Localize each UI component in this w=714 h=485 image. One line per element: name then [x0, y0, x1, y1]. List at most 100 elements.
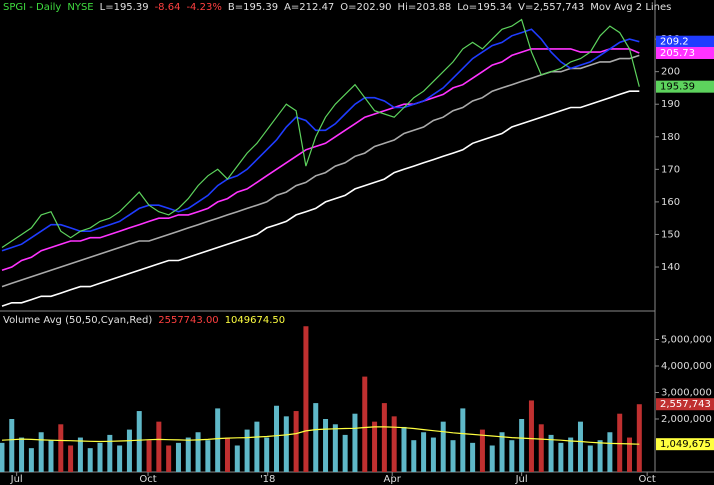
volume-bar	[293, 411, 299, 472]
series-line	[1, 90, 640, 307]
volume-bar	[342, 434, 348, 472]
last-value-label: 209.2	[660, 37, 689, 48]
volume-bar	[430, 437, 436, 472]
y-tick-label: 200	[661, 67, 680, 78]
y-tick-label: 180	[661, 132, 680, 143]
x-tick-label: '18	[260, 474, 275, 485]
volume-bar	[587, 445, 593, 472]
header-text: O=202.90	[340, 2, 391, 13]
volume-bar	[538, 424, 544, 472]
volume-bar	[156, 421, 162, 472]
header-text: Mov Avg 2 Lines	[590, 2, 671, 13]
volume-bar	[215, 408, 221, 472]
x-tick-label: Oct	[639, 474, 656, 485]
volume-bar	[577, 421, 583, 472]
volume-bar	[499, 432, 505, 472]
series-line	[1, 48, 640, 272]
volume-bar	[68, 445, 74, 472]
volume-bar	[87, 448, 93, 472]
header-text: B=195.39	[228, 2, 278, 13]
header-text: 1049674.50	[225, 315, 285, 326]
header-text: Lo=195.34	[457, 2, 512, 13]
volume-bar	[558, 442, 564, 472]
volume-bar	[470, 442, 476, 472]
volume-bar	[9, 419, 15, 472]
volume-bar	[77, 437, 83, 472]
y-tick-label: 140	[661, 262, 680, 273]
volume-bar	[175, 442, 181, 472]
x-tick-label: Jul	[10, 474, 23, 485]
volume-bar	[166, 445, 172, 472]
y-tick-label: 160	[661, 197, 680, 208]
header-text: A=212.47	[284, 2, 334, 13]
volume-bar	[519, 419, 525, 472]
x-tick-label: Apr	[384, 474, 402, 485]
last-value-label: 205.73	[660, 48, 695, 59]
volume-bar	[323, 419, 329, 472]
y-tick-label: 170	[661, 164, 680, 175]
volume-bar	[450, 440, 456, 472]
volume-bar	[254, 421, 260, 472]
series-line	[1, 28, 640, 252]
volume-bar	[126, 429, 132, 472]
volume-bar	[509, 440, 515, 472]
volume-bar	[146, 440, 152, 472]
header-text: NYSE	[67, 2, 93, 13]
volume-bar	[195, 432, 201, 472]
volume-bar	[58, 424, 64, 472]
volume-bar	[479, 429, 485, 472]
volume-bar	[136, 411, 142, 472]
last-value-label-box	[656, 398, 714, 411]
last-value-label-box	[656, 35, 714, 48]
volume-bar	[97, 442, 103, 472]
volume-bar	[283, 416, 289, 472]
volume-bar	[303, 326, 309, 472]
volume-bar	[274, 405, 280, 472]
volume-bar	[636, 404, 642, 472]
volume-avg-line	[1, 426, 640, 445]
volume-bar	[460, 408, 466, 472]
y-tick-label: 3,000,000	[661, 388, 712, 399]
volume-bar	[38, 432, 44, 472]
volume-bar	[117, 445, 123, 472]
volume-bar	[352, 413, 358, 472]
volume-bar	[244, 429, 250, 472]
volume-bar	[617, 413, 623, 472]
header-text: Hi=203.88	[398, 2, 452, 13]
volume-bar	[205, 440, 211, 472]
last-value-label: 195.39	[660, 82, 695, 93]
volume-bar	[264, 437, 270, 472]
volume-bar	[362, 376, 368, 472]
series-line	[1, 54, 640, 288]
y-tick-label: 150	[661, 229, 680, 240]
volume-bar	[489, 445, 495, 472]
volume-bar	[0, 442, 5, 472]
y-tick-label: 4,000,000	[661, 361, 712, 372]
last-value-label: 2,557,743	[660, 399, 711, 410]
volume-bar	[391, 416, 397, 472]
header-text: V=2,557,743	[518, 2, 584, 13]
volume-bar	[372, 421, 378, 472]
last-value-label-box	[656, 46, 714, 59]
series-line	[1, 18, 640, 249]
header-text: SPGI - Daily	[3, 2, 61, 13]
volume-bar	[313, 403, 319, 472]
volume-bar	[627, 437, 633, 472]
volume-bar	[224, 437, 230, 472]
x-tick-label: Oct	[139, 474, 156, 485]
volume-bar	[401, 426, 407, 472]
header-text: 2557743.00	[158, 315, 218, 326]
last-value-label-box	[656, 438, 714, 451]
header-text: -8.64	[155, 2, 181, 13]
header-text: Volume Avg (50,50,Cyan,Red)	[3, 315, 152, 326]
last-value-label-box	[656, 80, 714, 93]
volume-bar	[607, 432, 613, 472]
y-tick-label: 190	[661, 99, 680, 110]
header-text: L=195.39	[100, 2, 149, 13]
x-tick-label: Jul	[515, 474, 528, 485]
volume-bar	[528, 400, 534, 472]
volume-bar	[568, 437, 574, 472]
volume-bar	[421, 432, 427, 472]
header-text: -4.23%	[186, 2, 221, 13]
